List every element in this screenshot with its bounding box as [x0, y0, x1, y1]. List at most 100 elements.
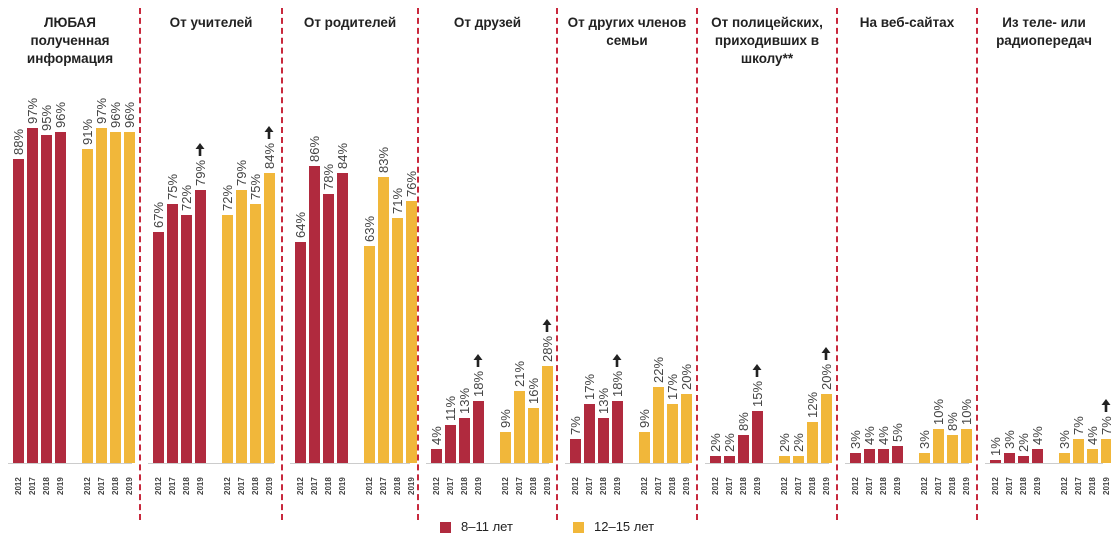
bar	[110, 131, 121, 463]
x-tick-label: 2012	[991, 477, 1000, 495]
trend-arrow	[752, 363, 762, 378]
bar	[473, 400, 484, 463]
x-tick-label: 2012	[223, 477, 232, 495]
trend-arrow	[1101, 398, 1111, 412]
arrow-icon	[264, 126, 274, 140]
x-tick-label: 2017	[446, 477, 455, 495]
x-tick-label: 2012	[296, 477, 305, 495]
x-tick-label: 2018	[948, 477, 957, 495]
x-tick-label: 2018	[739, 477, 748, 495]
bar	[1073, 438, 1084, 463]
x-tick-label: 2019	[682, 477, 691, 495]
x-tick-label: 2019	[962, 477, 971, 495]
trend-arrow	[542, 318, 552, 333]
bar	[27, 128, 38, 463]
value-label: 11%	[443, 395, 458, 422]
value-label: 84%	[262, 143, 277, 170]
panel-divider	[139, 8, 141, 520]
x-tick-label: 2018	[460, 477, 469, 495]
bar	[667, 404, 678, 463]
x-tick-label: 2012	[711, 477, 720, 495]
trend-arrow	[195, 142, 205, 157]
panel-divider	[281, 8, 283, 520]
value-label: 78%	[321, 163, 336, 190]
bar	[364, 245, 375, 463]
bar	[153, 231, 164, 463]
bar	[850, 452, 861, 463]
x-tick-label: 2018	[1019, 477, 1028, 495]
bar	[892, 445, 903, 463]
bar	[337, 173, 348, 463]
x-tick-label: 2017	[794, 477, 803, 495]
value-label: 9%	[498, 409, 513, 428]
value-label: 13%	[596, 388, 611, 415]
bar	[392, 218, 403, 463]
bar	[13, 159, 24, 463]
x-tick-label: 2012	[154, 477, 163, 495]
panel-title: От полицейских, приходивших в школу**	[711, 15, 823, 66]
bar	[598, 418, 609, 463]
value-label: 4%	[1085, 426, 1100, 446]
bar	[779, 456, 790, 463]
x-tick-label: 2017	[168, 477, 177, 495]
panel-title: От учителей	[169, 15, 253, 30]
bar	[947, 435, 958, 463]
arrow-icon	[195, 143, 205, 157]
value-label: 2%	[777, 433, 792, 453]
x-tick-label: 2017	[515, 477, 524, 495]
value-label: 5%	[890, 422, 905, 442]
value-label: 64%	[293, 212, 308, 239]
baseline	[148, 463, 274, 464]
bar	[710, 456, 721, 463]
bar	[584, 404, 595, 463]
x-tick-label: 2019	[893, 477, 902, 495]
x-tick-label: 2018	[42, 477, 51, 495]
bar	[570, 438, 581, 463]
bar	[1004, 452, 1015, 463]
bar	[514, 390, 525, 463]
x-tick-label: 2012	[432, 477, 441, 495]
x-tick-label: 2018	[808, 477, 817, 495]
value-label: 28%	[540, 336, 555, 363]
x-tick-label: 2017	[310, 477, 319, 495]
x-tick-label: 2017	[725, 477, 734, 495]
bar	[459, 418, 470, 463]
baseline	[565, 463, 689, 464]
bar	[41, 135, 52, 463]
value-label: 7%	[1071, 416, 1086, 435]
x-tick-label: 2019	[407, 477, 416, 495]
value-label: 7%	[1099, 416, 1111, 435]
bar	[55, 131, 66, 463]
value-label: 13%	[457, 388, 472, 415]
value-label: 1%	[988, 436, 1003, 456]
value-label: 3%	[917, 429, 932, 449]
bar	[738, 435, 749, 463]
value-label: 21%	[512, 360, 527, 387]
value-label: 96%	[122, 101, 137, 128]
value-label: 18%	[471, 370, 486, 397]
bar	[82, 149, 93, 463]
baseline	[705, 463, 829, 464]
bar	[821, 394, 832, 463]
x-tick-label: 2019	[196, 477, 205, 495]
value-label: 95%	[39, 105, 54, 132]
trend-arrow	[264, 125, 274, 140]
value-label: 2%	[1016, 433, 1031, 453]
bar	[195, 190, 206, 463]
value-label: 63%	[362, 215, 377, 242]
arrow-icon	[612, 353, 622, 367]
x-tick-label: 2019	[56, 477, 65, 495]
x-tick-label: 2018	[251, 477, 260, 495]
x-tick-label: 2017	[654, 477, 663, 495]
value-label: 71%	[390, 188, 405, 215]
x-tick-label: 2017	[1005, 477, 1014, 495]
value-label: 4%	[876, 426, 891, 446]
x-tick-label: 2017	[1074, 477, 1083, 495]
value-label: 17%	[665, 374, 680, 401]
value-label: 79%	[234, 160, 249, 187]
x-tick-label: 2018	[324, 477, 333, 495]
x-tick-label: 2012	[851, 477, 860, 495]
value-label: 88%	[11, 129, 26, 156]
x-tick-label: 2019	[613, 477, 622, 495]
